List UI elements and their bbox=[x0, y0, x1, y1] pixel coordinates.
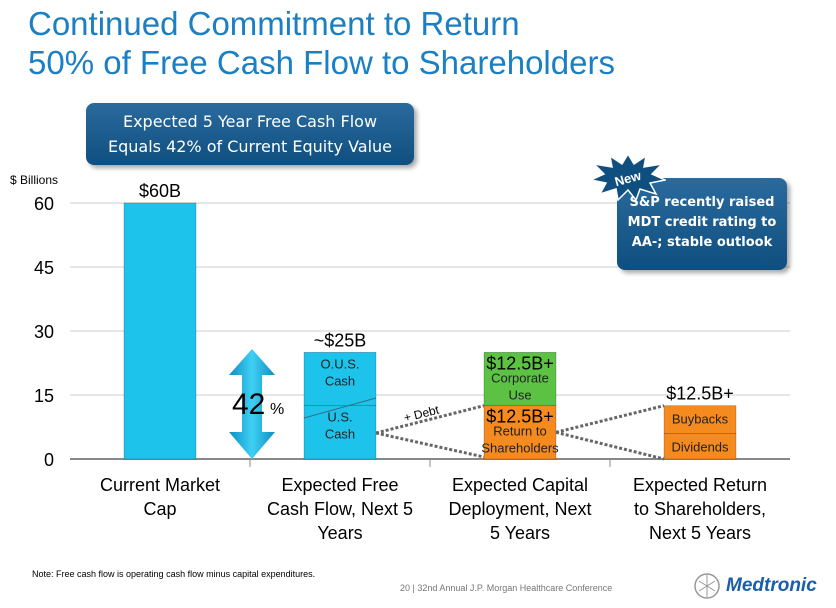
y-axis-label: $ Billions bbox=[10, 173, 59, 187]
segment-data-label: $12.5B+ bbox=[486, 353, 554, 373]
segment-label: Cash bbox=[325, 373, 355, 388]
segment-label: Corporate bbox=[491, 370, 549, 385]
footer-text: 20 | 32nd Annual J.P. Morgan Healthcare … bbox=[400, 583, 613, 593]
y-tick-label: 15 bbox=[34, 386, 54, 406]
title-line-1: Continued Commitment to Return bbox=[28, 5, 520, 42]
segment-label: Return to bbox=[493, 424, 546, 439]
percent-sign: % bbox=[270, 401, 284, 418]
x-tick-label: Expected Capital bbox=[452, 475, 588, 495]
callout-line: AA-; stable outlook bbox=[631, 235, 773, 250]
x-tick-label: Next 5 Years bbox=[649, 523, 751, 543]
bar-data-label: $60B bbox=[139, 181, 181, 201]
x-tick-label: to Shareholders, bbox=[634, 499, 766, 519]
callout-line: Equals 42% of Current Equity Value bbox=[107, 137, 393, 156]
segment-label: Cash bbox=[325, 427, 355, 442]
y-tick-label: 0 bbox=[44, 450, 54, 470]
x-tick-label: 5 Years bbox=[490, 523, 550, 543]
bar-segment bbox=[663, 405, 737, 434]
x-tick-label: Years bbox=[317, 523, 362, 543]
footnote: Note: Free cash flow is operating cash f… bbox=[32, 569, 316, 579]
new-starburst-icon: New bbox=[590, 152, 666, 202]
x-tick-label: Expected Return bbox=[633, 475, 767, 495]
bar-segment bbox=[303, 352, 377, 406]
y-tick-label: 30 bbox=[34, 322, 54, 342]
fcf-callout: Expected 5 Year Free Cash Flow Equals 42… bbox=[86, 103, 414, 165]
connector-line bbox=[375, 431, 485, 459]
callout-line: S&P recently raised bbox=[629, 195, 775, 210]
segment-label: Dividends bbox=[671, 439, 729, 454]
bar-segment bbox=[663, 433, 737, 460]
medtronic-logo-icon bbox=[694, 573, 720, 599]
segment-label: O.U.S. bbox=[320, 356, 359, 371]
x-tick-label: Current Market bbox=[100, 475, 220, 495]
y-tick-label: 45 bbox=[34, 258, 54, 278]
bar-data-label: ~$25B bbox=[314, 330, 367, 350]
x-tick-label: Cash Flow, Next 5 bbox=[267, 499, 413, 519]
percent-label: 42 bbox=[232, 388, 265, 421]
connector-line bbox=[555, 404, 665, 434]
x-tick-label: Deployment, Next bbox=[448, 499, 591, 519]
segment-data-label: $12.5B+ bbox=[486, 407, 554, 427]
new-badge-text: New bbox=[613, 168, 644, 190]
title-line-2: 50% of Free Cash Flow to Shareholders bbox=[28, 44, 615, 81]
segment-label: U.S. bbox=[327, 410, 352, 425]
logo-text: Medtronic bbox=[726, 575, 817, 596]
split-line bbox=[303, 397, 377, 419]
bar-data-label: $12.5B+ bbox=[666, 384, 734, 404]
y-tick-label: 60 bbox=[34, 194, 54, 214]
segment-label: Use bbox=[508, 387, 531, 402]
connector-line bbox=[375, 404, 485, 435]
callout-line: MDT credit rating to bbox=[627, 215, 777, 230]
medtronic-logo: Medtronic bbox=[693, 571, 817, 601]
x-tick-label: Expected Free bbox=[281, 475, 398, 495]
connector-line bbox=[555, 430, 665, 461]
bar-segment bbox=[123, 202, 197, 460]
rating-callout: S&P recently raised MDT credit rating to… bbox=[617, 178, 787, 270]
bar-segment bbox=[483, 352, 557, 406]
bar-segment bbox=[483, 405, 557, 460]
segment-label: Buybacks bbox=[672, 412, 729, 427]
callout-line: Expected 5 Year Free Cash Flow bbox=[122, 112, 378, 131]
x-tick-label: Cap bbox=[143, 499, 176, 519]
page-title: Continued Commitment to Return 50% of Fr… bbox=[28, 4, 615, 82]
double-arrow-icon bbox=[229, 349, 275, 459]
segment-label: Shareholders bbox=[481, 441, 559, 456]
